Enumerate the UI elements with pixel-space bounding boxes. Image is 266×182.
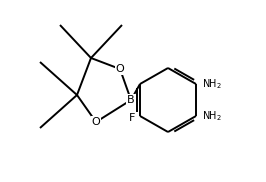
Text: NH$_2$: NH$_2$ xyxy=(202,77,222,91)
Text: O: O xyxy=(116,64,124,74)
Text: O: O xyxy=(92,117,100,127)
Text: F: F xyxy=(129,113,135,123)
Text: B: B xyxy=(127,95,135,105)
Text: NH$_2$: NH$_2$ xyxy=(202,109,222,123)
